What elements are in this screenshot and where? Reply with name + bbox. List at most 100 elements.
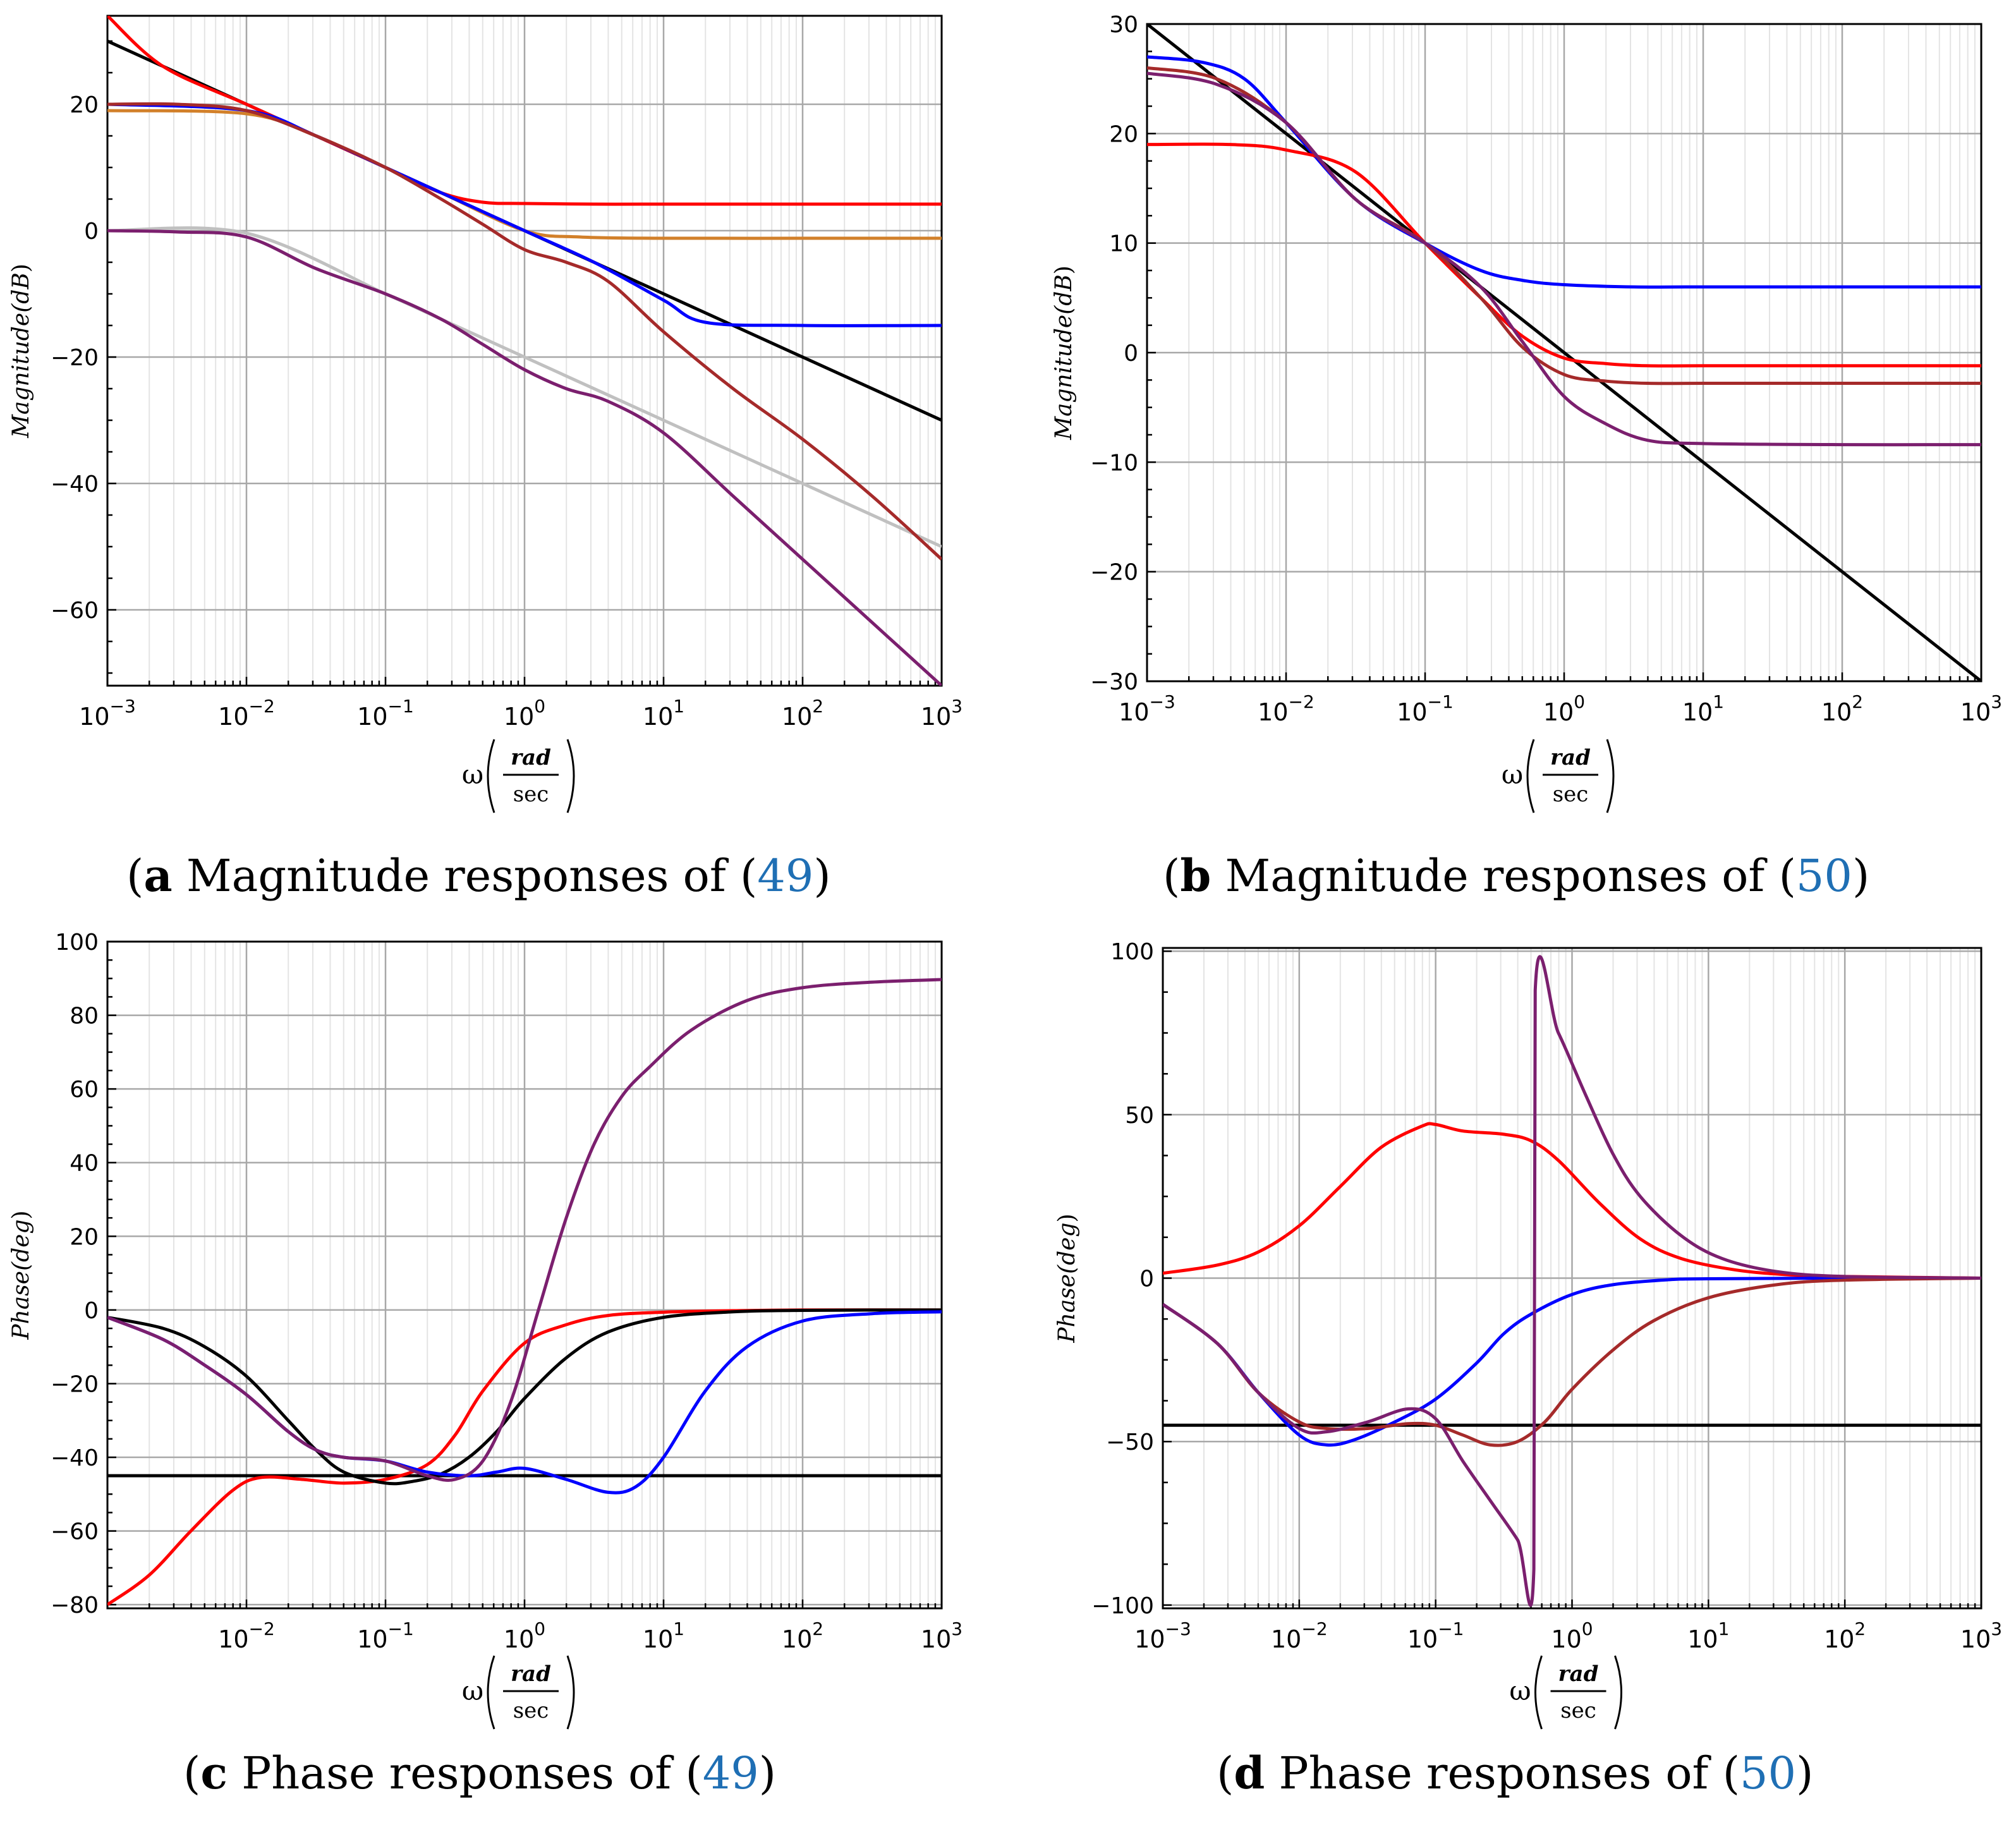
caption-d-close: )	[1796, 1747, 1813, 1799]
series-line-purple	[107, 978, 942, 1482]
x-tick-label: 102	[1821, 691, 1863, 726]
svg-text:rad: rad	[1550, 745, 1591, 770]
caption-b-tag: b	[1180, 849, 1211, 902]
caption-a-close: )	[813, 850, 830, 902]
svg-text:sec: sec	[1553, 782, 1589, 807]
y-tick-label: 20	[1109, 121, 1138, 147]
series-line-purple	[107, 229, 942, 686]
x-tick-label: 103	[921, 696, 962, 731]
series-line-blue	[1163, 1276, 1981, 1447]
series-line-red	[1163, 1122, 1981, 1280]
caption-a-text: Magnitude responses of (	[173, 850, 758, 902]
y-tick-label: 30	[1109, 12, 1138, 38]
y-tick-label: −30	[1090, 669, 1138, 695]
series-line-red	[107, 1308, 942, 1606]
caption-d-tag: d	[1234, 1747, 1265, 1799]
series-line-purple	[1147, 71, 1981, 447]
svg-text:ω: ω	[462, 1675, 483, 1706]
y-tick-label: −60	[51, 598, 99, 624]
y-tick-label: −60	[51, 1519, 99, 1545]
caption-c-tag: c	[200, 1747, 228, 1799]
x-tick-label: 10−3	[1134, 1618, 1191, 1653]
series-line-blue	[1147, 55, 1981, 289]
x-tick-label: 10−1	[1407, 1618, 1464, 1653]
x-tick-label: 10−1	[1397, 691, 1454, 726]
caption-d-ref[interactable]: 50	[1740, 1747, 1796, 1799]
x-tick-label: 10−2	[218, 696, 275, 731]
series-line-purple	[1163, 955, 1981, 1607]
svg-text:sec: sec	[513, 782, 549, 807]
y-tick-label: −40	[51, 1445, 99, 1471]
caption-c-text: Phase responses of (	[228, 1747, 703, 1799]
y-tick-label: −40	[51, 471, 99, 497]
x-tick-label: 10−2	[1271, 1618, 1328, 1653]
y-axis-label: Phase(deg)	[1054, 1213, 1080, 1343]
y-tick-label: 40	[70, 1151, 99, 1177]
y-axis-label: Magnitude(dB)	[1051, 265, 1077, 440]
caption-a-ref[interactable]: 49	[757, 850, 813, 902]
y-tick-label: −100	[1091, 1593, 1154, 1619]
svg-text:ω: ω	[1509, 1675, 1531, 1706]
x-tick-label: 102	[782, 1618, 823, 1653]
caption-c-ref[interactable]: 49	[703, 1747, 759, 1799]
panel-d-phase-50: −100 −50 0 50 100 10−3 10−2 10−1 100 101 102 103 Pha…	[1054, 939, 2002, 1730]
series-line-red	[107, 16, 942, 206]
y-tick-label: 0	[84, 219, 99, 245]
x-tick-label: 10−3	[79, 696, 136, 731]
y-tick-label: 10	[1109, 231, 1138, 257]
y-tick-label: 20	[70, 1224, 99, 1250]
x-tick-label: 101	[1682, 691, 1724, 726]
y-tick-label: −50	[1106, 1429, 1154, 1455]
svg-text:sec: sec	[1560, 1698, 1596, 1723]
x-tick-label: 100	[504, 1618, 545, 1653]
caption-d: (d Phase responses of (50)	[1217, 1747, 1813, 1799]
x-tick-label: 102	[1824, 1618, 1866, 1653]
x-axis-label: ω rad sec	[462, 739, 575, 813]
y-tick-label: −20	[51, 345, 99, 371]
caption-a: (a Magnitude responses of (49)	[126, 849, 831, 902]
caption-b: (b Magnitude responses of (50)	[1163, 849, 1869, 902]
x-tick-label: 10−3	[1119, 691, 1175, 726]
svg-text:rad: rad	[511, 1661, 551, 1687]
y-tick-label: 0	[84, 1298, 99, 1324]
x-tick-label: 101	[643, 1618, 684, 1653]
y-tick-label: −10	[1090, 450, 1138, 476]
x-tick-label: 100	[1551, 1618, 1593, 1653]
y-tick-label: 60	[70, 1077, 99, 1103]
series-line-red	[1147, 142, 1981, 368]
caption-b-text: Magnitude responses of (	[1211, 850, 1796, 902]
y-tick-label: −20	[1090, 560, 1138, 586]
y-tick-label: 100	[55, 930, 99, 956]
series-line-black	[107, 1308, 942, 1486]
y-tick-label: 50	[1125, 1103, 1154, 1129]
x-axis-label: ω rad sec	[462, 1655, 575, 1730]
panel-c-phase-49: −80 −60 −40 −20 0 20 40 60 80 100 10−2 10−1 100 101 10…	[8, 930, 962, 1730]
panel-a-magnitude-49: −60 −40 −20 0 20 10−3 10−2 10−1 100 101 102 103 Magn…	[8, 15, 962, 813]
caption-c: (c Phase responses of (49)	[183, 1747, 776, 1799]
caption-a-tag: a	[143, 849, 172, 902]
x-tick-label: 100	[1543, 691, 1585, 726]
series-line-gray	[107, 226, 942, 549]
series-line-brown	[107, 102, 942, 561]
svg-text:rad: rad	[1558, 1661, 1599, 1687]
x-tick-label: 10−2	[218, 1618, 275, 1653]
y-tick-label: 0	[1139, 1266, 1154, 1292]
x-tick-label: 101	[643, 696, 684, 731]
y-tick-label: 80	[70, 1004, 99, 1029]
x-tick-label: 103	[1960, 1618, 2002, 1653]
y-axis-label: Magnitude(dB)	[8, 264, 34, 439]
svg-text:rad: rad	[511, 745, 551, 770]
x-tick-label: 10−1	[357, 1618, 414, 1653]
x-tick-label: 100	[504, 696, 545, 731]
x-axis-label: ω rad sec	[1509, 1655, 1622, 1730]
caption-b-ref[interactable]: 50	[1796, 850, 1852, 902]
caption-b-close: )	[1852, 850, 1869, 902]
x-tick-label: 103	[1960, 691, 2002, 726]
y-tick-label: 100	[1110, 939, 1154, 965]
x-axis-label: ω rad sec	[1502, 739, 1615, 813]
x-tick-label: 10−2	[1258, 691, 1315, 726]
caption-c-close: )	[759, 1747, 776, 1799]
series-line-brown	[1163, 1277, 1981, 1447]
y-tick-label: 20	[70, 92, 99, 118]
